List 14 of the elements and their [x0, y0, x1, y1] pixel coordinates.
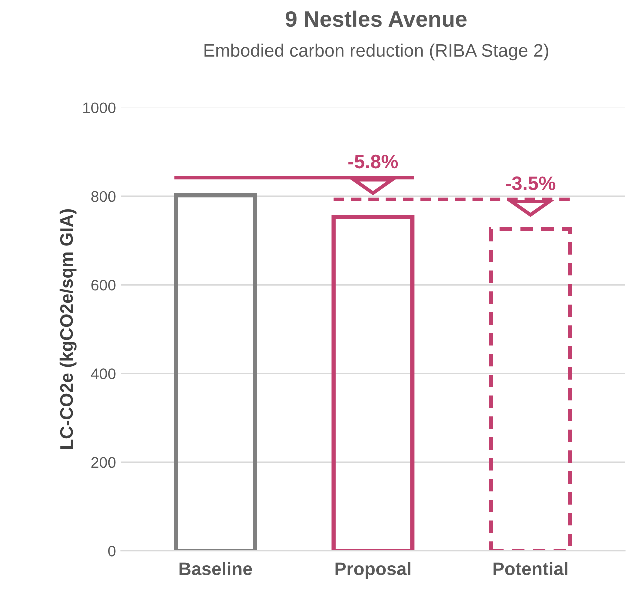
- x-tick-label: Proposal: [336, 562, 411, 580]
- y-tick-label: 200: [92, 457, 116, 468]
- x-tick-label: Baseline: [180, 562, 252, 576]
- y-axis-title: LC-CO2e (kgCO2e/sqm GIA): [60, 209, 77, 450]
- y-tick-label: 1000: [84, 102, 116, 114]
- annotation: -3.5%: [506, 176, 556, 190]
- y-tick-label: 800: [92, 191, 116, 202]
- chart-title: 9 Nestles Avenue: [286, 10, 467, 28]
- y-tick-label: 0: [108, 546, 116, 557]
- annotation: -5.8%: [348, 154, 398, 169]
- y-tick-label: 600: [92, 280, 116, 291]
- y-tick-label: 400: [91, 368, 116, 380]
- x-tick-label: Potential: [494, 562, 568, 576]
- chart-subtitle: Embodied carbon reduction (RIBA Stage 2): [204, 44, 548, 61]
